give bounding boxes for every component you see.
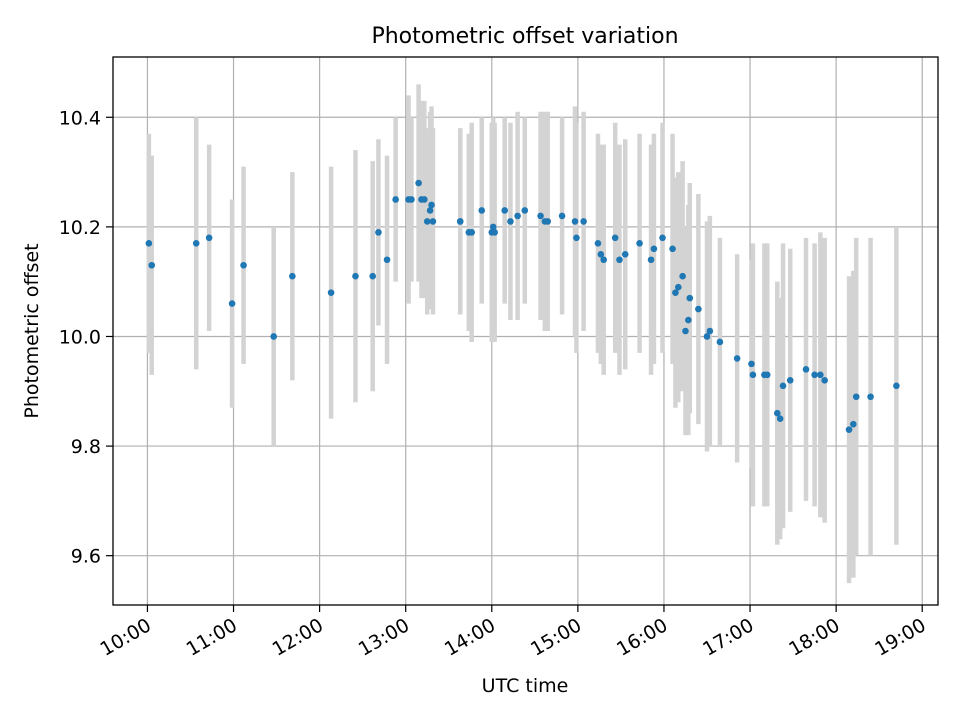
data-point — [650, 245, 658, 253]
x-axis-ticks: 10:00 11:00 12:00 13:00 14:00 15:00 16:00 17:00… — [97, 605, 930, 661]
x-tick-label: 17:00 — [699, 614, 757, 660]
data-point — [544, 218, 552, 225]
y-axis-ticks: 9.6 9.8 10.0 10.2 10.4 — [59, 107, 113, 568]
x-tick-label: 19:00 — [871, 614, 929, 660]
data-point — [774, 409, 781, 417]
error-bars — [146, 84, 899, 584]
data-point — [733, 355, 741, 362]
data-points — [145, 179, 900, 433]
data-point — [537, 212, 544, 220]
data-point — [148, 261, 156, 269]
data-point — [192, 240, 200, 247]
data-point — [679, 272, 686, 280]
x-tick-label: 15:00 — [527, 614, 585, 660]
data-point — [558, 212, 566, 220]
data-point — [228, 300, 236, 307]
data-point — [501, 207, 508, 214]
data-point — [621, 250, 629, 258]
data-point — [786, 377, 794, 384]
data-point — [573, 234, 580, 242]
data-point — [817, 371, 824, 379]
data-point — [521, 207, 529, 214]
data-point — [507, 218, 514, 225]
x-tick-label: 16:00 — [613, 614, 671, 660]
data-point — [375, 229, 382, 236]
data-point — [659, 234, 666, 242]
data-point — [748, 360, 755, 368]
data-point — [421, 196, 428, 203]
data-point — [893, 382, 900, 390]
data-point — [489, 223, 497, 231]
data-point — [491, 229, 498, 236]
data-point — [478, 207, 486, 214]
data-point — [811, 371, 818, 379]
data-point — [600, 256, 607, 264]
data-point — [240, 261, 247, 269]
data-point — [682, 327, 689, 335]
data-point — [392, 196, 399, 203]
y-tick-label: 10.4 — [59, 107, 101, 129]
data-point — [145, 240, 153, 247]
x-axis-label: UTC time — [482, 675, 569, 697]
y-tick-label: 10.2 — [59, 217, 101, 239]
data-point — [429, 218, 437, 225]
data-point — [779, 382, 787, 390]
x-tick-label: 12:00 — [269, 614, 327, 660]
x-tick-label: 11:00 — [183, 614, 241, 660]
data-point — [423, 218, 431, 225]
y-tick-label: 9.6 — [71, 546, 101, 568]
data-point — [428, 201, 435, 209]
y-axis-label: Photometric offset — [21, 243, 43, 418]
data-point — [270, 333, 277, 340]
data-point — [514, 212, 521, 220]
data-point — [686, 294, 694, 302]
data-point — [408, 196, 415, 203]
data-point — [776, 415, 784, 422]
x-tick-label: 13:00 — [355, 614, 413, 660]
data-point — [852, 393, 860, 401]
data-point — [850, 420, 857, 428]
data-point — [456, 218, 464, 225]
data-point — [205, 234, 213, 242]
data-point — [597, 250, 605, 258]
data-point — [845, 426, 853, 433]
data-point — [647, 256, 655, 264]
data-point — [821, 377, 828, 384]
x-tick-label: 18:00 — [785, 614, 843, 660]
data-point — [611, 234, 619, 242]
data-point — [580, 218, 587, 225]
data-point — [616, 256, 623, 264]
data-point — [383, 256, 391, 264]
data-point — [369, 272, 376, 280]
data-point — [594, 240, 602, 247]
data-point — [468, 229, 475, 236]
data-point — [867, 393, 874, 401]
data-point — [749, 371, 757, 379]
data-point — [571, 218, 579, 225]
data-point — [716, 338, 724, 346]
data-point — [636, 240, 643, 247]
data-point — [706, 327, 714, 335]
data-point — [415, 179, 422, 187]
plot-frame — [112, 56, 939, 606]
y-tick-label: 10.0 — [59, 326, 101, 348]
data-point — [802, 366, 810, 373]
data-point — [695, 305, 702, 313]
x-tick-label: 10:00 — [97, 614, 155, 660]
x-tick-label: 14:00 — [441, 614, 499, 660]
chart-title: Photometric offset variation — [371, 24, 678, 49]
y-tick-label: 9.8 — [71, 436, 101, 458]
data-point — [675, 283, 682, 291]
data-point — [289, 272, 296, 280]
data-point — [703, 333, 711, 340]
data-point — [327, 289, 335, 296]
data-point — [426, 207, 434, 214]
data-point — [685, 316, 692, 324]
data-point — [672, 289, 679, 296]
data-point — [763, 371, 771, 379]
data-point — [669, 245, 676, 253]
data-point — [352, 272, 359, 280]
